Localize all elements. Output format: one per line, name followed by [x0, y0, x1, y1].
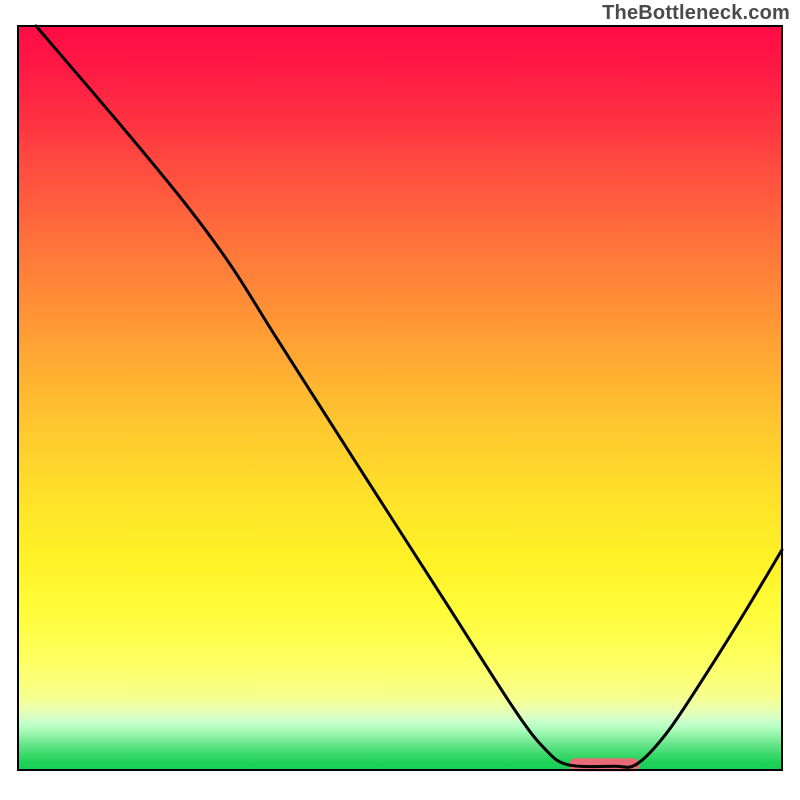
watermark-label: TheBottleneck.com — [602, 2, 790, 25]
bottleneck-chart — [0, 0, 800, 800]
chart-container: TheBottleneck.com — [0, 0, 800, 800]
